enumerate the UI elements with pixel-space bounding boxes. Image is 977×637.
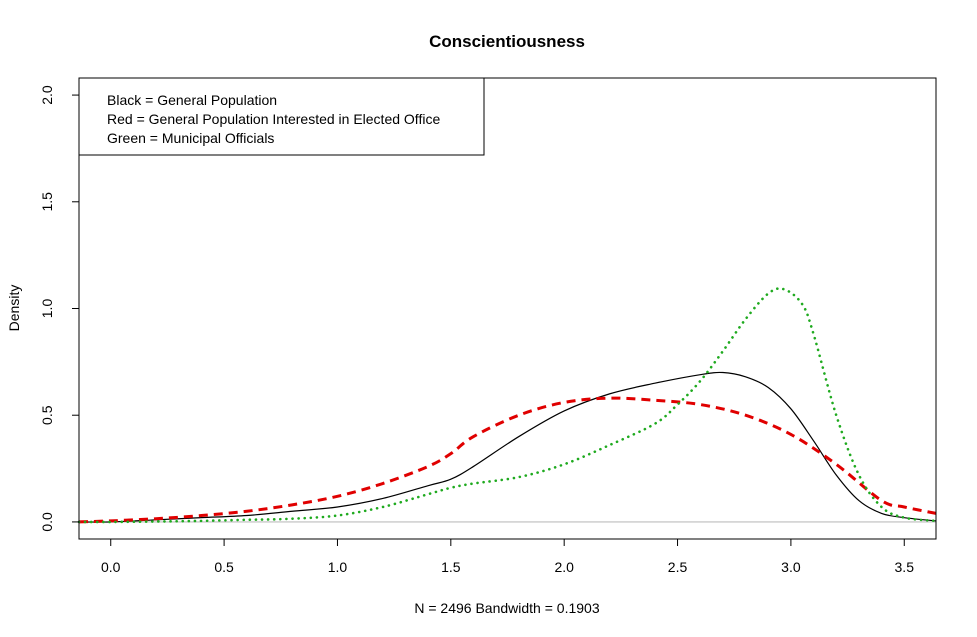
x-tick-label: 0.0 bbox=[101, 559, 121, 575]
y-tick-label: 0.0 bbox=[39, 512, 55, 532]
x-axis-label: N = 2496 Bandwidth = 0.1903 bbox=[414, 600, 599, 616]
series-line-dashed bbox=[78, 396, 937, 524]
series-line-dotted bbox=[77, 287, 938, 524]
legend-box bbox=[78, 77, 485, 156]
x-tick-label: 1.5 bbox=[441, 559, 461, 575]
y-axis-label: Density bbox=[6, 285, 22, 332]
plot-area bbox=[77, 287, 938, 524]
x-tick-label: 2.5 bbox=[668, 559, 688, 575]
legend: Black = General Population Red = General… bbox=[78, 77, 485, 156]
y-tick-label: 2.0 bbox=[39, 85, 55, 105]
x-tick-label: 3.5 bbox=[895, 559, 915, 575]
x-tick-label: 1.0 bbox=[328, 559, 348, 575]
legend-entry: Black = General Population bbox=[107, 92, 277, 108]
y-tick-label: 1.5 bbox=[39, 192, 55, 212]
y-tick-label: 1.0 bbox=[39, 299, 55, 319]
x-tick-label: 2.0 bbox=[554, 559, 574, 575]
series-line-solid bbox=[78, 371, 937, 523]
x-tick-label: 3.0 bbox=[781, 559, 801, 575]
chart-title: Conscientiousness bbox=[429, 32, 585, 51]
legend-entry: Green = Municipal Officials bbox=[107, 130, 274, 146]
legend-entry: Red = General Population Interested in E… bbox=[107, 111, 440, 127]
x-tick-label: 0.5 bbox=[214, 559, 234, 575]
y-tick-label: 0.5 bbox=[39, 405, 55, 425]
